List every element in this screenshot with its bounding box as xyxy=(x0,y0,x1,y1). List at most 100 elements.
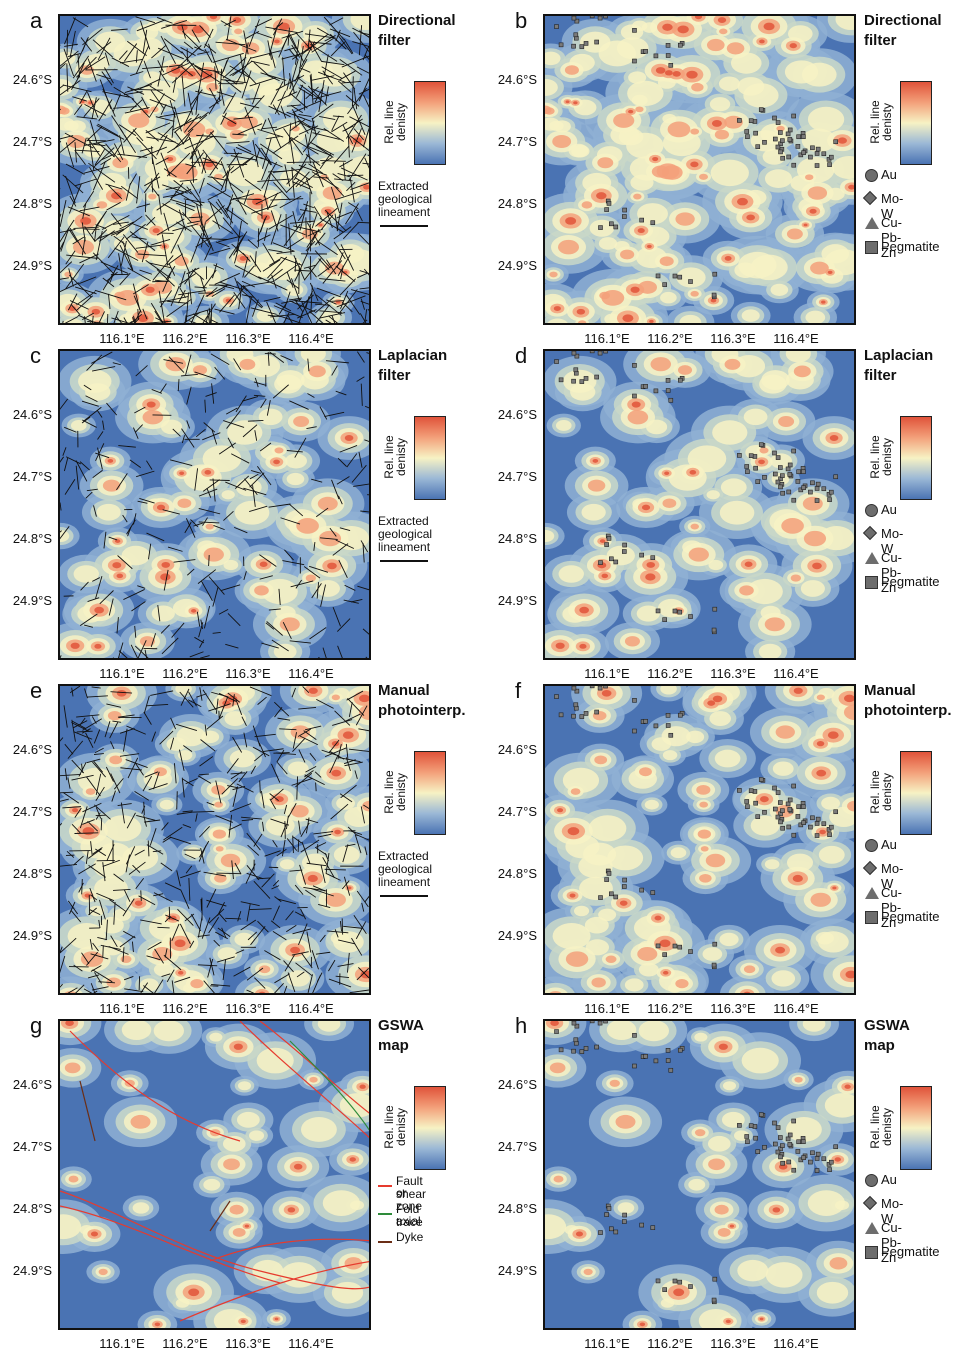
lineament-line xyxy=(243,732,248,748)
lineament-line xyxy=(148,543,152,560)
lineament-line xyxy=(264,352,276,355)
lineament-line xyxy=(197,569,217,584)
lineament-line xyxy=(329,28,351,38)
deposit-marker xyxy=(833,474,839,480)
lineament-line xyxy=(154,310,163,323)
lineament-line xyxy=(343,876,351,896)
density-blob xyxy=(300,351,326,363)
deposit-marker xyxy=(795,814,801,819)
lineament-line xyxy=(291,687,296,698)
lineament-line xyxy=(254,251,257,267)
density-blob xyxy=(672,71,681,77)
lineament-line xyxy=(120,802,125,824)
lineament-legend-line xyxy=(380,895,428,897)
lineament-line xyxy=(198,845,207,862)
lineament-line xyxy=(363,94,369,108)
panel-title: GSWA xyxy=(864,1017,910,1034)
deposit-marker xyxy=(775,1125,781,1130)
lineament-line xyxy=(219,696,229,718)
lineament-line xyxy=(159,730,174,745)
lineament-line xyxy=(238,771,248,783)
lineament-line xyxy=(353,483,369,487)
lineament-line xyxy=(206,182,232,198)
deposit-marker xyxy=(796,469,801,475)
lineament-line xyxy=(286,163,307,185)
lineament-line xyxy=(228,823,242,831)
lineament-line xyxy=(364,405,369,409)
lineament-line xyxy=(289,640,311,644)
lineament-line xyxy=(134,317,140,323)
deposit-marker xyxy=(668,397,674,403)
lineament-line xyxy=(263,194,269,210)
lineament-line xyxy=(87,320,107,323)
lineament-line xyxy=(275,302,292,312)
lineament-line xyxy=(249,505,268,513)
lineament-line xyxy=(150,89,165,110)
deposit-marker xyxy=(665,53,671,58)
lineament-line xyxy=(91,986,109,991)
density-blob xyxy=(274,374,302,394)
lineament-line xyxy=(161,19,187,29)
gswa-legend-text: Fold axial xyxy=(396,1202,421,1228)
density-blob xyxy=(764,859,780,870)
deposit-marker xyxy=(814,1156,820,1161)
x-tick-label: 116.4°E xyxy=(773,1336,819,1351)
lineament-line xyxy=(240,901,260,907)
lineament-line xyxy=(273,305,303,319)
panel-subtitle: map xyxy=(378,1037,409,1054)
deposit-marker xyxy=(795,479,801,484)
density-blob xyxy=(220,853,241,868)
lineament-line xyxy=(207,958,214,978)
lineament-line xyxy=(317,833,332,838)
lineament-line xyxy=(179,749,185,771)
x-tick-label: 116.3°E xyxy=(225,666,271,681)
lineament-line xyxy=(223,92,237,114)
density-blob xyxy=(673,1288,685,1297)
lineament-line xyxy=(135,16,156,24)
density-blob xyxy=(107,458,114,463)
x-tick-label: 116.1°E xyxy=(584,1001,630,1016)
lineament-line xyxy=(205,392,217,397)
lineament-line xyxy=(145,320,172,323)
lineament-line xyxy=(182,211,192,223)
lineament-line xyxy=(338,939,355,945)
lineament-line xyxy=(84,688,88,699)
deposit-marker xyxy=(598,895,603,900)
lineament-line xyxy=(199,198,203,226)
lineament-line xyxy=(249,472,265,488)
lineament-line xyxy=(257,128,284,138)
lineament-line xyxy=(334,929,339,938)
lineament-line xyxy=(132,317,135,323)
deposit-marker xyxy=(801,134,806,140)
density-blob xyxy=(638,280,657,294)
lineament-line xyxy=(296,776,299,800)
density-blob xyxy=(584,916,609,934)
lineament-line xyxy=(64,315,79,323)
density-blob xyxy=(331,1281,364,1304)
lineament-line xyxy=(337,172,351,178)
density-blob xyxy=(296,518,319,534)
lineament-line xyxy=(309,282,319,302)
lineament-line xyxy=(351,128,362,153)
density-blob xyxy=(177,129,216,157)
deposit-marker xyxy=(814,163,820,168)
lineament-line xyxy=(204,244,213,261)
panel-subtitle: filter xyxy=(864,32,897,49)
density-blob xyxy=(77,767,115,793)
lineament-line xyxy=(129,173,137,186)
deposit-marker xyxy=(758,442,764,447)
lineament-line xyxy=(110,935,118,948)
lineament-line xyxy=(206,715,224,730)
density-blob xyxy=(153,280,172,294)
deposit-marker xyxy=(554,694,559,699)
lineament-line xyxy=(234,242,241,264)
lineament-line xyxy=(82,312,94,321)
density-blob xyxy=(274,447,284,454)
lineament-line xyxy=(225,38,257,52)
lineament-line xyxy=(340,167,368,181)
lineament-line xyxy=(229,182,244,193)
density-blob xyxy=(214,801,224,808)
lineament-line xyxy=(139,269,153,275)
density-blob xyxy=(635,246,668,269)
density-blob xyxy=(661,726,691,747)
